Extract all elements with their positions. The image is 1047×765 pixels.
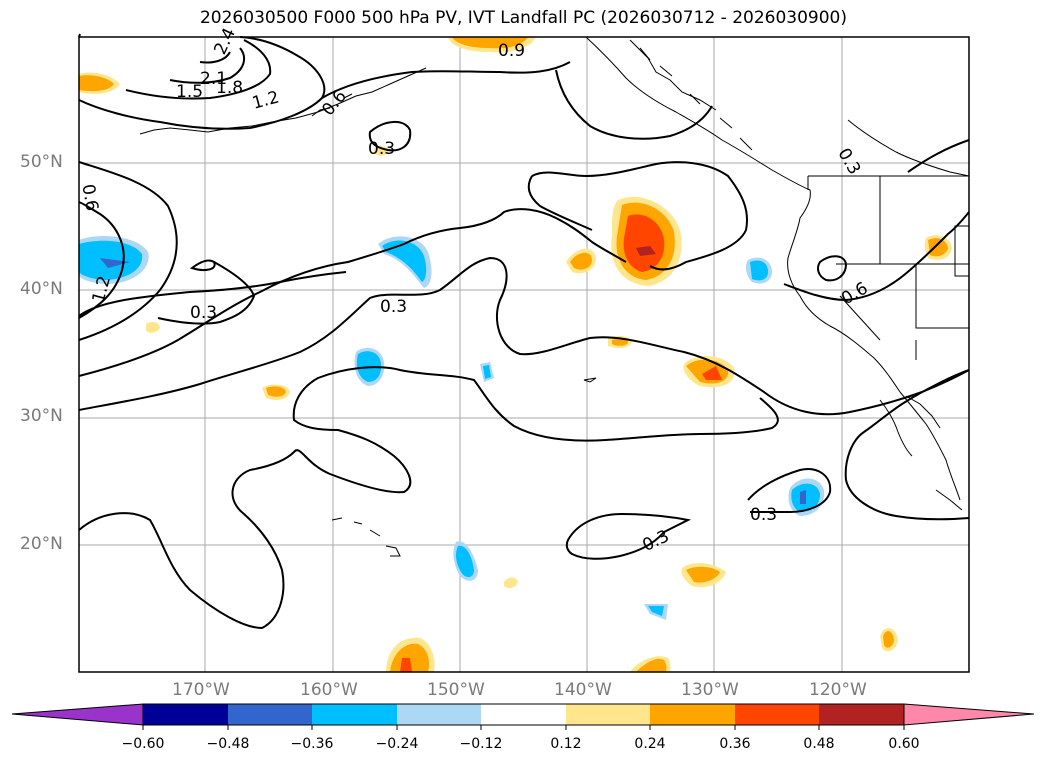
lon-label: 130°W bbox=[681, 680, 739, 700]
contour-label: 0.3 bbox=[368, 139, 395, 159]
colorbar-extend-min bbox=[11, 703, 144, 726]
colorbar-swatch bbox=[228, 704, 312, 725]
colorbar bbox=[11, 703, 1035, 730]
contour-label: 0.3 bbox=[190, 303, 217, 323]
colorbar-swatch bbox=[143, 704, 228, 725]
colorbar-tick-label: −0.24 bbox=[375, 736, 419, 752]
colorbar-swatch bbox=[397, 704, 481, 725]
map-frame bbox=[78, 36, 970, 673]
lat-label: 40°N bbox=[20, 279, 63, 299]
colorbar-swatch bbox=[735, 704, 819, 725]
contour-label: 0.3 bbox=[750, 505, 777, 525]
colorbar-swatch bbox=[312, 704, 397, 725]
lon-label: 150°W bbox=[427, 680, 485, 700]
contour-label: 2.1 bbox=[200, 69, 227, 89]
colorbar-swatch bbox=[566, 704, 650, 725]
lat-label: 20°N bbox=[20, 534, 63, 554]
lat-label: 30°N bbox=[20, 406, 63, 426]
colorbar-swatch bbox=[481, 704, 566, 725]
colorbar-tick-label: −0.60 bbox=[121, 736, 165, 752]
colorbar-tick-label: 0.24 bbox=[634, 736, 666, 752]
contour-label: 1.8 bbox=[216, 78, 243, 98]
colorbar-extend-max bbox=[903, 703, 1035, 726]
lon-label: 140°W bbox=[554, 680, 612, 700]
colorbar-tick-label: −0.48 bbox=[206, 736, 250, 752]
lat-label: 50°N bbox=[20, 152, 63, 172]
colorbar-tick-label: 0.48 bbox=[803, 736, 835, 752]
coastlines bbox=[139, 36, 970, 557]
colorbar-frame bbox=[142, 703, 905, 726]
colorbar-tick-label: 0.12 bbox=[550, 736, 582, 752]
colorbar-tick-label: −0.36 bbox=[290, 736, 334, 752]
lon-label: 120°W bbox=[809, 680, 867, 700]
contour-label: 0.6 bbox=[77, 183, 101, 213]
lon-label: 170°W bbox=[172, 680, 230, 700]
colorbar-swatch bbox=[819, 704, 904, 725]
lon-label: 160°W bbox=[300, 680, 358, 700]
colorbar-tick-label: 0.36 bbox=[719, 736, 751, 752]
map-title: 2026030500 F000 500 hPa PV, IVT Landfall… bbox=[199, 8, 847, 28]
contour-label: 0.3 bbox=[380, 297, 407, 317]
contour-label: 1.5 bbox=[176, 82, 203, 102]
graticule bbox=[79, 37, 969, 672]
colorbar-tick-label: 0.60 bbox=[888, 736, 920, 752]
colorbar-tick-label: −0.12 bbox=[459, 736, 503, 752]
contour-label: 0.9 bbox=[498, 41, 525, 61]
colorbar-swatch bbox=[650, 704, 735, 725]
